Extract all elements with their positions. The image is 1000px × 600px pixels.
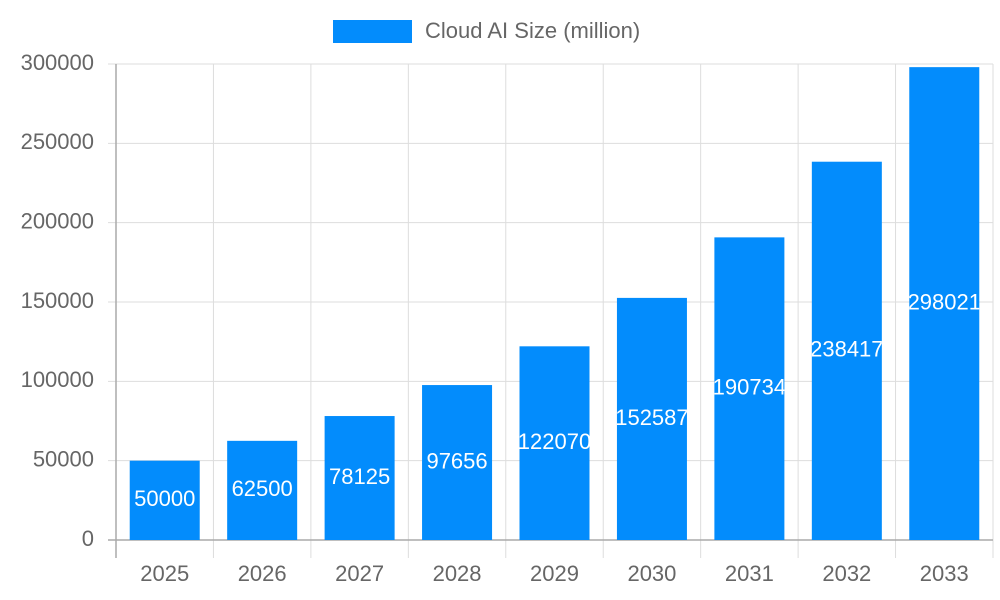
bar [227,440,298,540]
x-tick-label: 2032 [822,561,871,586]
data-label: 62500 [232,476,293,501]
y-tick-label: 0 [82,526,94,551]
x-tick-label: 2027 [335,561,384,586]
x-tick-label: 2033 [920,561,969,586]
bar [422,385,493,540]
y-tick-label: 200000 [21,208,94,233]
data-label: 50000 [134,486,195,511]
bar [811,161,882,540]
x-tick-label: 2031 [725,561,774,586]
data-label: 190734 [713,374,786,399]
x-tick-label: 2028 [433,561,482,586]
data-label: 122070 [518,429,591,454]
bar [129,460,200,540]
y-tick-label: 50000 [33,446,94,471]
y-tick-label: 250000 [21,129,94,154]
bar [519,346,590,540]
x-tick-label: 2025 [140,561,189,586]
legend-label: Cloud AI Size (million) [425,18,640,43]
bar [616,297,687,540]
data-label: 97656 [426,448,487,473]
legend-swatch [333,20,412,43]
y-tick-label: 300000 [21,50,94,75]
bar [324,416,395,540]
bar [714,237,785,540]
bar [909,67,980,540]
y-tick-label: 150000 [21,288,94,313]
x-tick-label: 2030 [627,561,676,586]
data-label: 78125 [329,464,390,489]
x-tick-label: 2029 [530,561,579,586]
x-tick-label: 2026 [238,561,287,586]
y-tick-label: 100000 [21,367,94,392]
data-label: 152587 [615,405,688,430]
data-label: 238417 [810,337,883,362]
data-label: 298021 [908,289,981,314]
